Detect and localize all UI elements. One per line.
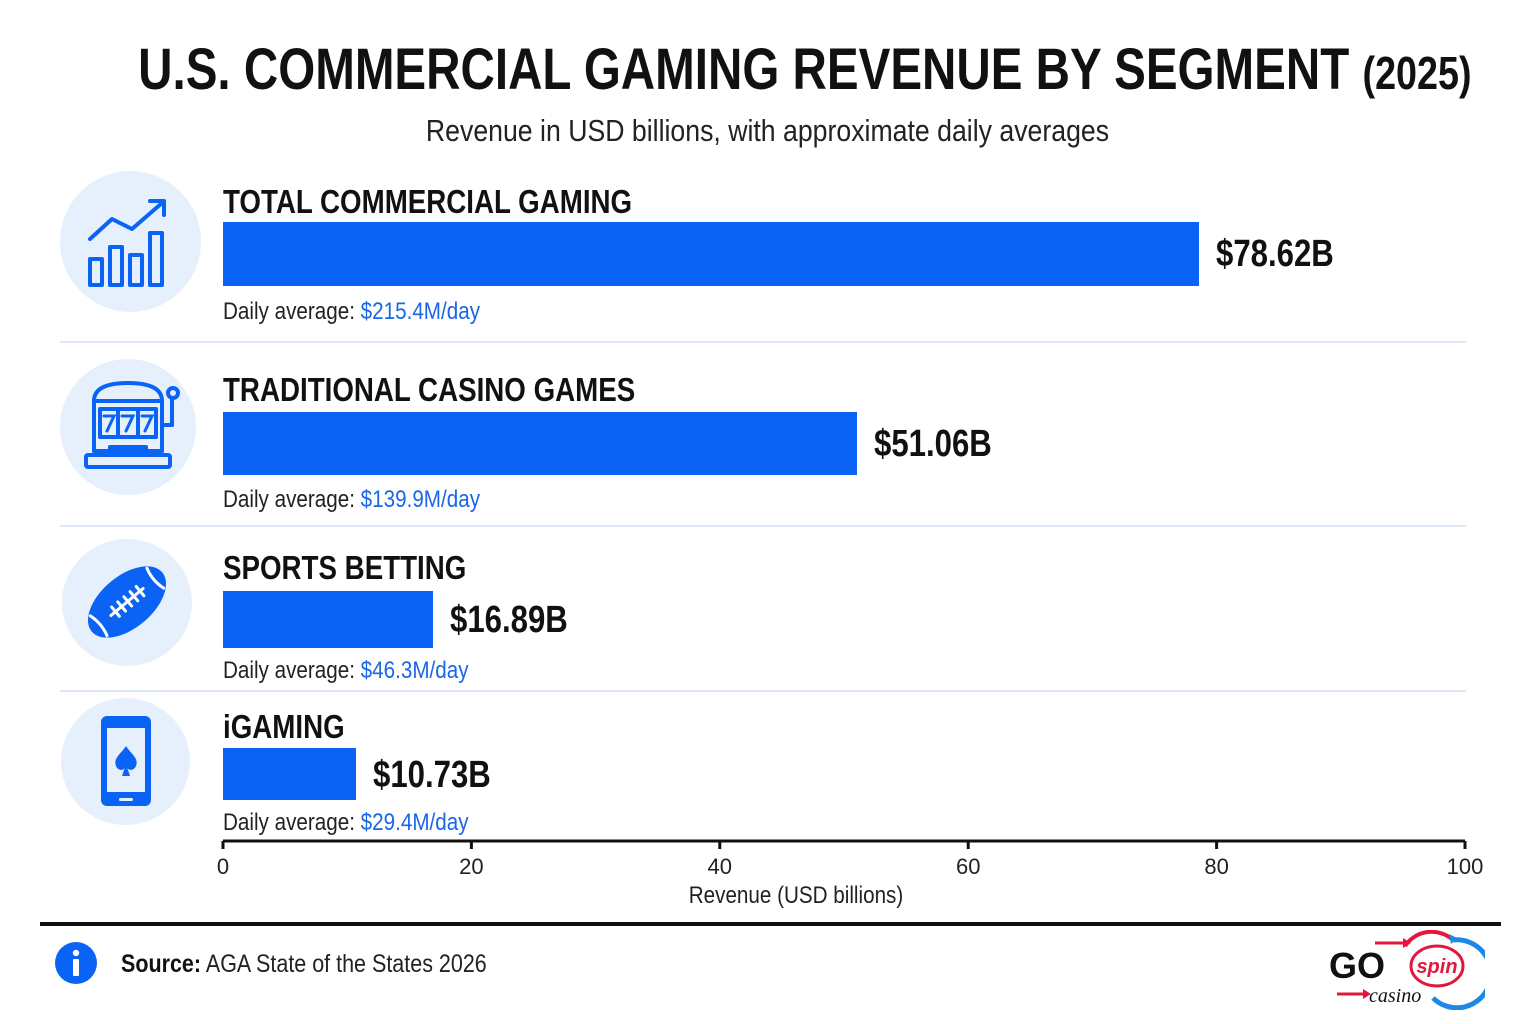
title-year: (2025) [1362,47,1472,99]
daily-label: Daily average: [223,486,355,513]
x-tick-label: 20 [459,854,483,879]
row-divider [60,525,1466,527]
bar-casino [223,412,858,475]
daily-average-sports: Daily average: $46.3M/day [223,657,469,685]
daily-value: $46.3M/day [360,657,469,684]
daily-label: Daily average: [223,657,355,684]
gospin-casino-logo: GO spin casino [1329,930,1485,1010]
row-divider [60,690,1466,692]
source-note: Source: AGA State of the States 2026 [121,950,487,979]
x-tick-label: 40 [708,854,732,879]
logo-spin: spin [1416,956,1457,978]
bar-igaming [223,748,357,800]
segment-label-igaming: iGAMING [223,708,345,745]
info-icon [55,942,97,984]
bar-value-total: $78.62B [1216,233,1335,275]
growth-chart-icon [60,171,201,312]
daily-average-total: Daily average: $215.4M/day [223,298,480,326]
bar-sports [223,591,433,648]
bar-value-sports: $16.89B [449,599,568,641]
footer-rule [40,922,1501,926]
x-tick-label: 60 [956,854,980,879]
chart-title: U.S. COMMERCIAL GAMING REVENUE BY SEGMEN… [138,36,1471,103]
x-tick-label: 0 [217,854,229,879]
logo-sub: casino [1369,985,1421,1007]
bar-total [223,222,1200,286]
logo-main: GO [1329,945,1385,986]
bar-value-casino: $51.06B [874,423,992,465]
phone-spade-icon [61,698,190,825]
source-label: Source: [121,950,202,978]
x-axis-title: Revenue (USD billions) [688,882,904,909]
source-text: AGA State of the States 2026 [205,950,487,978]
chart-subtitle: Revenue in USD billions, with approximat… [425,113,1110,148]
daily-value: $215.4M/day [360,298,481,325]
x-tick-label: 80 [1204,854,1228,879]
football-icon [62,539,192,666]
daily-label: Daily average: [223,809,355,836]
daily-value: $29.4M/day [360,809,469,836]
daily-average-casino: Daily average: $139.9M/day [223,486,480,514]
title-main: U.S. COMMERCIAL GAMING REVENUE BY SEGMEN… [138,37,1350,102]
slot-machine-icon [60,359,196,495]
daily-label: Daily average: [223,298,355,325]
segment-label-casino: TRADITIONAL CASINO GAMES [223,371,636,408]
x-tick-label: 100 [1447,854,1484,879]
daily-value: $139.9M/day [360,486,481,513]
segment-label-sports: SPORTS BETTING [223,549,467,586]
row-divider [60,341,1466,343]
segment-label-total: TOTAL COMMERCIAL GAMING [223,183,633,220]
bar-value-igaming: $10.73B [373,754,492,796]
daily-average-igaming: Daily average: $29.4M/day [223,809,469,837]
